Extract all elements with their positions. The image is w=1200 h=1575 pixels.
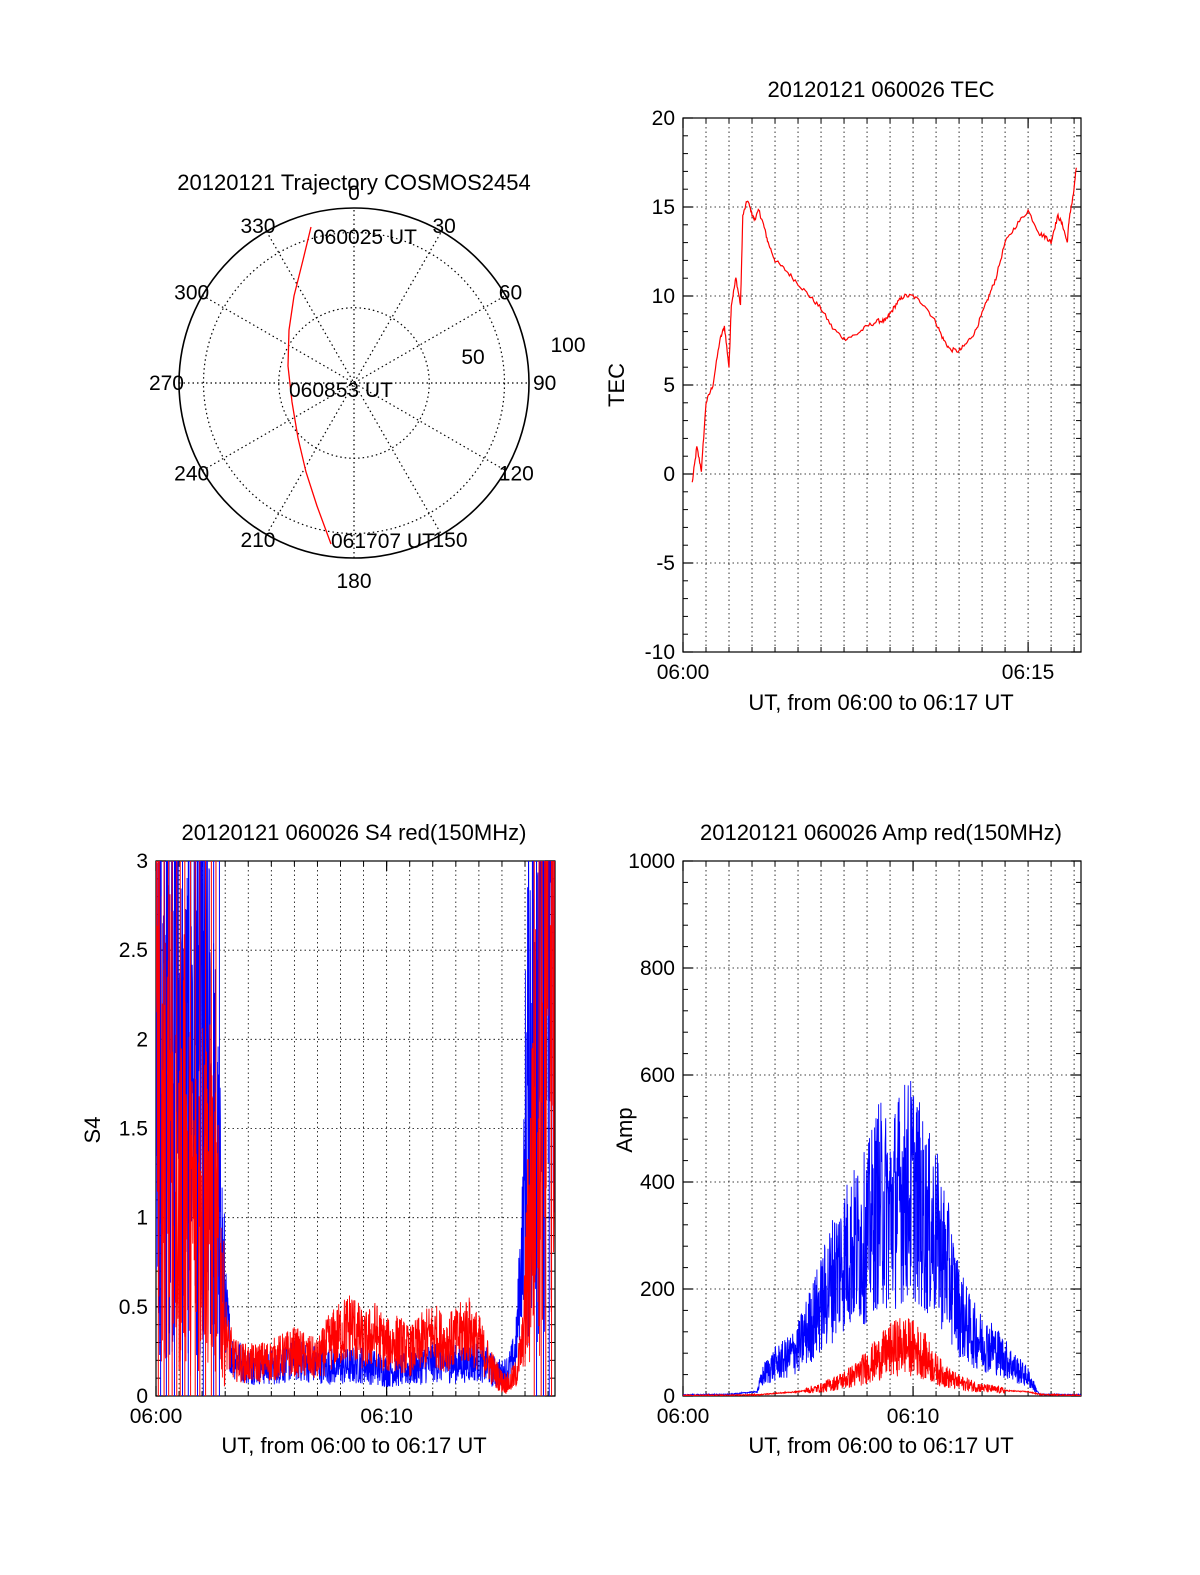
polar-outer-circle	[178, 207, 530, 559]
polar-ring-label: 100	[550, 334, 585, 357]
polar-azimuth-label: 150	[433, 529, 468, 552]
polar-ring-label: 50	[461, 346, 484, 369]
polar-azimuth-label: 90	[533, 372, 556, 395]
amp-x-tick-label: 06:00	[657, 1405, 710, 1428]
amp-axes: 0 200 400 600 800 1000 06:00 06:10	[628, 850, 1082, 1428]
polar-azimuth-label: 240	[174, 463, 209, 486]
amp-y-axis-label: Amp	[612, 1107, 637, 1152]
tec-series-red	[691, 167, 1077, 483]
s4-y-tick-label: 3	[136, 850, 148, 873]
tec-y-tick-label: -5	[656, 552, 675, 575]
amp-y-tick-label: 600	[640, 1064, 675, 1087]
amp-plot-area	[683, 1080, 1081, 1396]
tec-y-axis-label: TEC	[604, 363, 629, 407]
amp-chart: 20120121 060026 Amp red(150MHz) UT, from…	[612, 820, 1082, 1458]
tec-y-tick-label: 20	[652, 107, 675, 130]
polar-annotations: 060025 UT 060853 UT 061707 UT	[289, 226, 435, 553]
amp-y-tick-label: 0	[663, 1385, 675, 1408]
s4-x-axis-label: UT, from 06:00 to 06:17 UT	[221, 1433, 486, 1458]
polar-azimuth-label: 180	[336, 570, 371, 593]
s4-y-tick-label: 2.5	[119, 939, 148, 962]
amp-title: 20120121 060026 Amp red(150MHz)	[700, 820, 1062, 845]
trajectory-polar-plot: 20120121 Trajectory COSMOS2454 0 30 60 90 12…	[149, 170, 586, 593]
amp-y-tick-label: 400	[640, 1171, 675, 1194]
s4-title: 20120121 060026 S4 red(150MHz)	[182, 820, 527, 845]
tec-x-tick-label: 06:15	[1002, 661, 1055, 684]
polar-title: 20120121 Trajectory COSMOS2454	[177, 170, 530, 195]
amp-series-red	[683, 1318, 1081, 1396]
s4-y-tick-label: 2	[136, 1028, 148, 1051]
polar-annotation: 060853 UT	[289, 379, 393, 402]
polar-azimuth-label: 30	[433, 215, 456, 238]
polar-trajectory-line	[287, 226, 332, 545]
polar-azimuth-label: 300	[174, 282, 209, 305]
polar-trajectory	[287, 226, 332, 545]
s4-y-axis-label: S4	[80, 1117, 105, 1144]
amp-y-tick-label: 1000	[628, 850, 675, 873]
s4-y-tick-label: 1.5	[119, 1118, 148, 1141]
tec-axes: -10 -5 0 5 10 15 20 06:00 06:15	[645, 107, 1082, 684]
tec-y-tick-label: 0	[663, 463, 675, 486]
polar-grid	[178, 207, 530, 559]
polar-azimuth-label: 210	[240, 529, 275, 552]
amp-x-tick-label: 06:10	[887, 1405, 940, 1428]
tec-series	[691, 167, 1077, 483]
amp-series-blue	[683, 1080, 1081, 1396]
polar-azimuth-label: 330	[240, 215, 275, 238]
s4-series	[156, 861, 555, 1396]
s4-y-tick-label: 1	[136, 1207, 148, 1230]
polar-annotation: 061707 UT	[331, 530, 435, 553]
tec-chart: 20120121 060026 TEC UT, from 06:00 to 06…	[604, 77, 1082, 715]
s4-series-red	[156, 861, 555, 1394]
polar-azimuth-label: 120	[499, 463, 534, 486]
amp-series	[683, 1080, 1081, 1396]
polar-azimuth-label: 60	[499, 282, 522, 305]
s4-x-tick-label: 06:00	[130, 1405, 183, 1428]
tec-y-tick-label: -10	[645, 641, 675, 664]
polar-annotation: 060025 UT	[313, 226, 417, 249]
polar-azimuth-label: 270	[149, 372, 184, 395]
polar-azimuth-labels: 0 30 60 90 120 150 180 210 240 270 300 330 50 100	[149, 182, 586, 593]
s4-y-tick-label: 0	[136, 1385, 148, 1408]
s4-x-tick-label: 06:10	[360, 1405, 413, 1428]
tec-title: 20120121 060026 TEC	[767, 77, 994, 102]
tec-y-tick-label: 5	[663, 374, 675, 397]
s4-chart: 20120121 060026 S4 red(150MHz) UT, from …	[80, 820, 556, 1458]
tec-plot-area	[691, 167, 1077, 483]
amp-x-axis-label: UT, from 06:00 to 06:17 UT	[748, 1433, 1013, 1458]
amp-y-tick-label: 800	[640, 957, 675, 980]
tec-x-axis-label: UT, from 06:00 to 06:17 UT	[748, 690, 1013, 715]
s4-y-tick-label: 0.5	[119, 1296, 148, 1319]
s4-plot-area	[156, 861, 555, 1396]
tec-x-tick-label: 06:00	[657, 661, 710, 684]
amp-y-tick-label: 200	[640, 1278, 675, 1301]
tec-y-tick-label: 15	[652, 196, 675, 219]
polar-azimuth-label: 0	[348, 182, 360, 205]
amp-frame	[682, 860, 1082, 1397]
tec-y-tick-label: 10	[652, 285, 675, 308]
